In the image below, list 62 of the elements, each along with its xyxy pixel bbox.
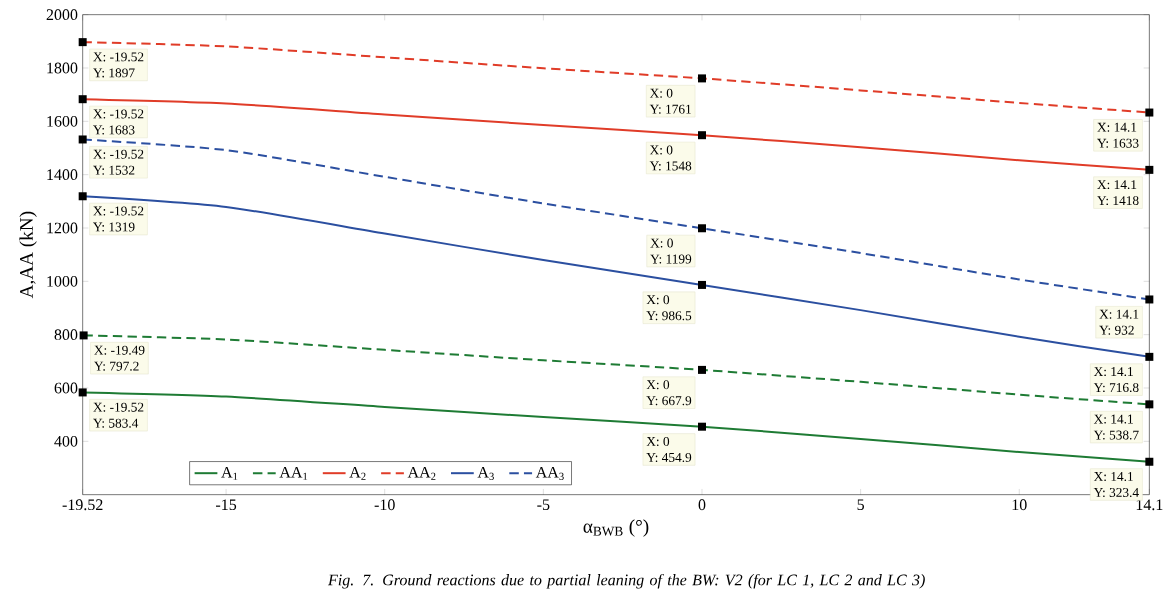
annotation: X: -19.52 [93,52,144,62]
annotation: Y: 1418 [1097,196,1139,206]
y-tick-label: 800 [54,329,78,341]
annotation: Y: 454.9 [646,453,692,463]
y-tick-label: 2000 [46,9,78,21]
y-tick-label: 1400 [47,169,78,181]
x-tick-label: -5 [537,499,550,510]
annotation: Y: 1761 [649,104,691,114]
y-tick-label: 1800 [47,62,78,74]
annotation: Y: 583.4 [93,418,139,428]
x-axis-title: α$_{BWB}$ (°) [583,519,649,537]
annotation: X: 14.1 [1097,180,1137,190]
x-tick-label: 0 [698,499,706,511]
annotation: Y: 323.4 [1093,488,1139,498]
y-tick-label: 600 [54,382,78,394]
annotation: Y: 1199 [650,254,692,264]
annotation: Y: 1532 [93,165,135,175]
annotation: X: 0 [650,238,673,248]
x-tick-label: 10 [1012,499,1027,511]
annotation: X: 0 [646,295,670,305]
annotation: Y: 716.8 [1093,383,1139,393]
y-tick-label: 1000 [47,275,78,287]
annotation: X: -19.52 [93,109,144,119]
annotation: X: 0 [649,145,673,155]
annotation: X: -19.49 [94,345,145,355]
y-tick-label: 400 [54,435,78,447]
annotation: X: -19.52 [93,402,144,412]
x-tick-label: -19.52 [62,499,103,511]
x-tick-label: 5 [857,499,865,510]
legend-label: A$_{3}$ [477,466,494,480]
annotation: X: 14.1 [1093,367,1133,377]
annotation: Y: 1897 [93,68,135,78]
legend-label: A$_{2}$ [349,466,366,480]
legend-label: AA$_{1}$ [279,466,308,480]
x-tick-label: -10 [374,499,395,511]
legend-label: AA$_{2}$ [407,466,436,480]
x-tick-label: -15 [216,499,237,511]
y-axis-title: A,AA (kN) [19,211,37,299]
caption: Fig. 7. Ground reactions due to partial leaning of the BW: V2 (for LC 1, LC 2 and LC 3) [327,573,925,589]
legend-label: A$_{1}$ [221,466,238,480]
annotation: X: 14.1 [1093,414,1133,424]
annotation: X: -19.52 [93,206,144,216]
annotation: Y: 1633 [1097,138,1139,148]
annotation: Y: 797.2 [94,361,139,371]
annotation: Y: 1548 [649,161,692,171]
annotation: X: 14.1 [1093,472,1133,482]
annotation: X: 0 [646,380,670,390]
annotation: Y: 1319 [93,222,135,232]
annotation: Y: 932 [1099,325,1134,335]
x-tick-label: 14.1 [1136,499,1163,511]
y-tick-label: 1600 [47,115,78,127]
annotation: X: 14.1 [1099,309,1139,319]
y-tick-label: 1200 [47,222,78,234]
annotation: X: -19.52 [93,149,144,159]
annotation: Y: 1683 [93,125,135,135]
annotation: Y: 667.9 [646,396,692,406]
annotation: X: 0 [646,436,670,447]
annotation: Y: 986.5 [646,311,692,321]
annotation: X: 14.1 [1097,122,1137,132]
legend-label: AA$_{3}$ [535,466,564,480]
annotation: Y: 538.7 [1093,430,1139,440]
annotation: X: 0 [649,88,673,98]
